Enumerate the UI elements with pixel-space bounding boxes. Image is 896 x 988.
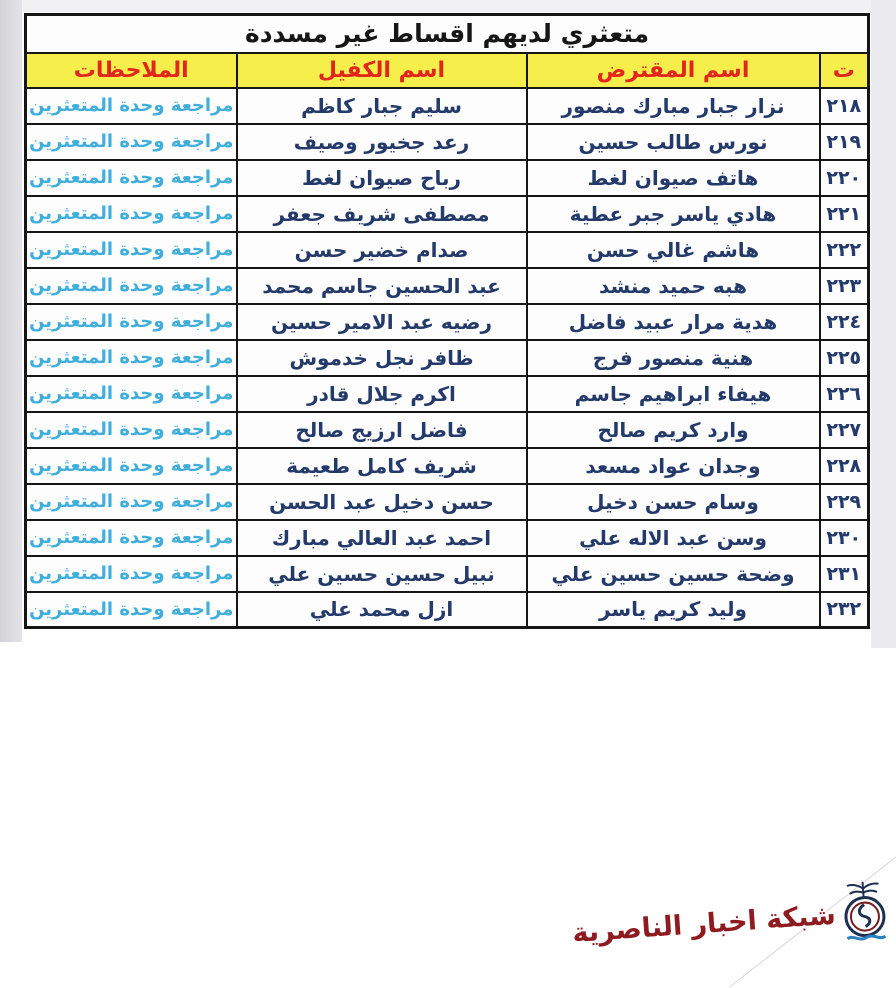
- guarantor-name: فاضل ارزيج صالح: [235, 410, 528, 449]
- review-note: مراجعة وحدة المتعثرين: [24, 338, 238, 377]
- table-row: ٢٢٨ وجدان عواد مسعد شريف كامل طعيمة مراج…: [24, 446, 870, 485]
- guarantor-name: احمد عبد العالي مبارك: [235, 518, 528, 557]
- table-row: ٢٢٢ هاشم غالي حسن صدام خضير حسن مراجعة و…: [24, 230, 870, 269]
- row-number: ٢٢٣: [818, 266, 870, 305]
- row-number: ٢٢٦: [818, 374, 870, 413]
- row-number: ٢٣١: [818, 554, 870, 593]
- review-note: مراجعة وحدة المتعثرين: [24, 158, 238, 197]
- column-header-notes: الملاحظات: [24, 51, 238, 89]
- borrower-name: هبه حميد منشد: [525, 266, 821, 305]
- table-row: ٢٢٤ هدية مرار عبيد فاضل رضيه عبد الامير …: [24, 302, 870, 341]
- review-note: مراجعة وحدة المتعثرين: [24, 230, 238, 269]
- guarantor-name: ازل محمد علي: [235, 590, 528, 629]
- borrower-name: وسن عبد الاله علي: [525, 518, 821, 557]
- nasiriyah-network-logo-icon: [844, 881, 887, 941]
- review-note: مراجعة وحدة المتعثرين: [24, 302, 238, 341]
- review-note: مراجعة وحدة المتعثرين: [24, 554, 238, 593]
- guarantor-name: رعد جخيور وصيف: [235, 122, 528, 161]
- table-header-row: ت اسم المقترض اسم الكفيل الملاحظات: [24, 51, 870, 89]
- table-title-row: متعثري لديهم اقساط غير مسددة: [24, 13, 870, 54]
- review-note: مراجعة وحدة المتعثرين: [24, 86, 238, 125]
- guarantor-name: نبيل حسين حسين علي: [235, 554, 528, 593]
- table-body: ٢١٨ نزار جبار مبارك منصور سليم جبار كاظم…: [24, 86, 870, 629]
- borrower-name: نورس طالب حسين: [525, 122, 821, 161]
- review-note: مراجعة وحدة المتعثرين: [24, 410, 238, 449]
- review-note: مراجعة وحدة المتعثرين: [24, 518, 238, 557]
- row-number: ٢١٨: [818, 86, 870, 125]
- table-row: ٢٣٠ وسن عبد الاله علي احمد عبد العالي مب…: [24, 518, 870, 557]
- column-header-borrower: اسم المقترض: [525, 51, 821, 89]
- borrower-name: هنية منصور فرج: [525, 338, 821, 377]
- borrower-name: وارد كريم صالح: [525, 410, 821, 449]
- borrower-name: وضحة حسين حسين علي: [525, 554, 821, 593]
- review-note: مراجعة وحدة المتعثرين: [24, 122, 238, 161]
- row-number: ٢٢١: [818, 194, 870, 233]
- guarantor-name: مصطفى شريف جعفر: [235, 194, 528, 233]
- borrower-name: نزار جبار مبارك منصور: [525, 86, 821, 125]
- table-title: متعثري لديهم اقساط غير مسددة: [24, 13, 870, 54]
- row-number: ٢٢٤: [818, 302, 870, 341]
- guarantor-name: ظافر نجل خدموش: [235, 338, 528, 377]
- review-note: مراجعة وحدة المتعثرين: [24, 446, 238, 485]
- borrower-name: هادي ياسر جبر عطية: [525, 194, 821, 233]
- review-note: مراجعة وحدة المتعثرين: [24, 590, 238, 629]
- row-number: ٢٢٩: [818, 482, 870, 521]
- photo-edge-left: [0, 0, 22, 642]
- row-number: ٢٢٧: [818, 410, 870, 449]
- review-note: مراجعة وحدة المتعثرين: [24, 266, 238, 305]
- table-row: ٢١٨ نزار جبار مبارك منصور سليم جبار كاظم…: [24, 86, 870, 125]
- guarantor-name: شريف كامل طعيمة: [235, 446, 528, 485]
- photo-edge-top: [0, 0, 896, 12]
- table-row: ٢٢٩ وسام حسن دخيل حسن دخيل عبد الحسن مرا…: [24, 482, 870, 521]
- review-note: مراجعة وحدة المتعثرين: [24, 194, 238, 233]
- borrower-name: وسام حسن دخيل: [525, 482, 821, 521]
- row-number: ٢١٩: [818, 122, 870, 161]
- borrower-name: هدية مرار عبيد فاضل: [525, 302, 821, 341]
- table-row: ٢٢٠ هاتف صيوان لغط رباح صيوان لغط مراجعة…: [24, 158, 870, 197]
- photo-edge-right: [871, 0, 896, 648]
- guarantor-name: حسن دخيل عبد الحسن: [235, 482, 528, 521]
- column-header-guarantor: اسم الكفيل: [235, 51, 528, 89]
- defaulters-table: متعثري لديهم اقساط غير مسددة ت اسم المقت…: [24, 13, 870, 629]
- review-note: مراجعة وحدة المتعثرين: [24, 374, 238, 413]
- row-number: ٢٢٨: [818, 446, 870, 485]
- watermark-text: شبكة اخبار الناصرية: [571, 899, 837, 949]
- borrower-name: هيفاء ابراهيم جاسم: [525, 374, 821, 413]
- borrower-name: وليد كريم ياسر: [525, 590, 821, 629]
- guarantor-name: عبد الحسين جاسم محمد: [235, 266, 528, 305]
- table-row: ٢٢٧ وارد كريم صالح فاضل ارزيج صالح مراجع…: [24, 410, 870, 449]
- borrower-name: هاشم غالي حسن: [525, 230, 821, 269]
- row-number: ٢٣٢: [818, 590, 870, 629]
- row-number: ٢٢٥: [818, 338, 870, 377]
- table-row: ٢٢٣ هبه حميد منشد عبد الحسين جاسم محمد م…: [24, 266, 870, 305]
- guarantor-name: اكرم جلال قادر: [235, 374, 528, 413]
- guarantor-name: سليم جبار كاظم: [235, 86, 528, 125]
- table-row: ٢١٩ نورس طالب حسين رعد جخيور وصيف مراجعة…: [24, 122, 870, 161]
- news-network-watermark: شبكة اخبار الناصرية: [566, 879, 894, 965]
- row-number: ٢٣٠: [818, 518, 870, 557]
- table-row: ٢٢٦ هيفاء ابراهيم جاسم اكرم جلال قادر مر…: [24, 374, 870, 413]
- column-header-index: ت: [818, 51, 870, 89]
- borrower-name: هاتف صيوان لغط: [525, 158, 821, 197]
- review-note: مراجعة وحدة المتعثرين: [24, 482, 238, 521]
- table-row: ٢٢٥ هنية منصور فرج ظافر نجل خدموش مراجعة…: [24, 338, 870, 377]
- borrower-name: وجدان عواد مسعد: [525, 446, 821, 485]
- table-row: ٢٢١ هادي ياسر جبر عطية مصطفى شريف جعفر م…: [24, 194, 870, 233]
- row-number: ٢٢٠: [818, 158, 870, 197]
- table-row: ٢٣١ وضحة حسين حسين علي نبيل حسين حسين عل…: [24, 554, 870, 593]
- row-number: ٢٢٢: [818, 230, 870, 269]
- guarantor-name: صدام خضير حسن: [235, 230, 528, 269]
- table-row: ٢٣٢ وليد كريم ياسر ازل محمد علي مراجعة و…: [24, 590, 870, 629]
- guarantor-name: رباح صيوان لغط: [235, 158, 528, 197]
- guarantor-name: رضيه عبد الامير حسين: [235, 302, 528, 341]
